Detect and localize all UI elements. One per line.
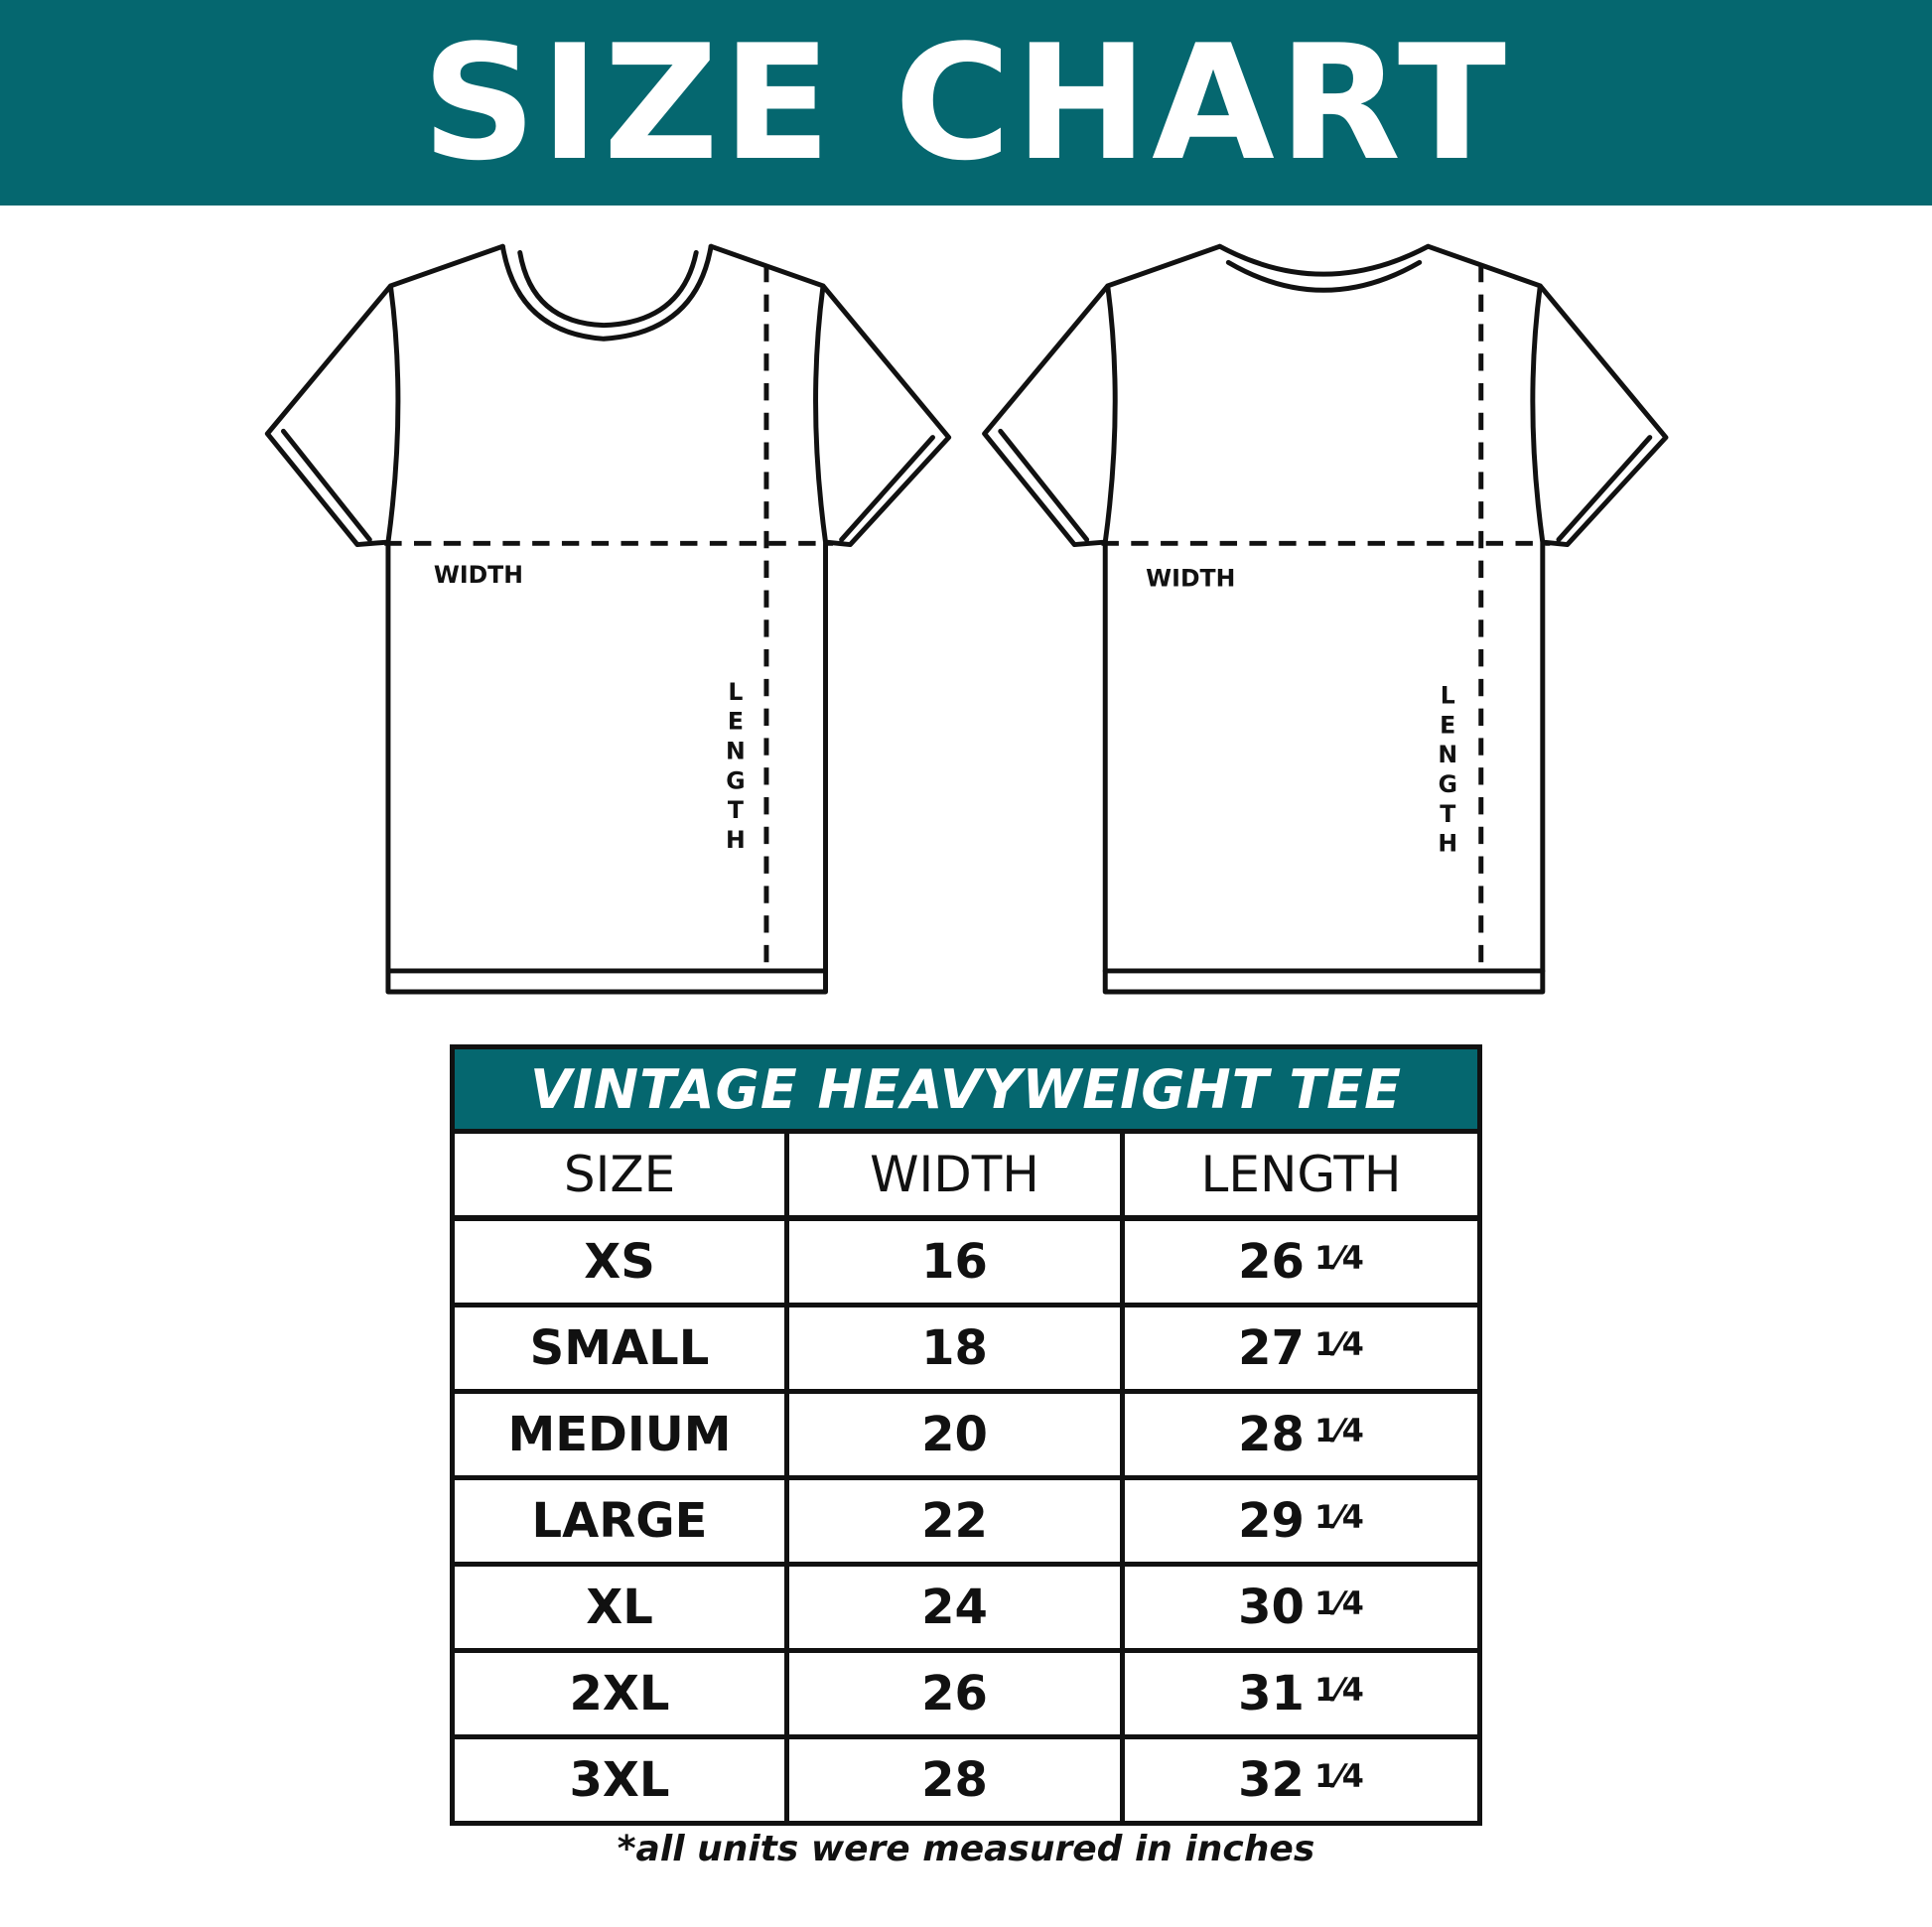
length-value: 29 <box>1238 1493 1305 1549</box>
table-row: 2XL 26 31 1⁄4 <box>455 1653 1477 1739</box>
length-fraction: 1⁄4 <box>1313 1584 1364 1622</box>
page-title: SIZE CHART <box>421 9 1511 196</box>
svg-text:L: L <box>728 678 743 706</box>
back-collar <box>1217 243 1431 293</box>
length-cell: 30 1⁄4 <box>1125 1567 1477 1648</box>
width-cell: 16 <box>789 1221 1125 1303</box>
table-header-row: SIZE WIDTH LENGTH <box>455 1134 1477 1221</box>
svg-text:N: N <box>726 737 746 764</box>
size-table: VINTAGE HEAVYWEIGHT TEE SIZE WIDTH LENGT… <box>450 1044 1482 1826</box>
table-row: 3XL 28 32 1⁄4 <box>455 1739 1477 1821</box>
size-cell: XL <box>455 1567 789 1648</box>
table-row: LARGE 22 29 1⁄4 <box>455 1480 1477 1567</box>
column-header-length: LENGTH <box>1200 1146 1402 1203</box>
front-shirt-diagram: WIDTH LENGTH <box>264 243 952 995</box>
svg-text:H: H <box>1438 830 1457 858</box>
length-fraction: 1⁄4 <box>1313 1671 1364 1709</box>
length-cell: 32 1⁄4 <box>1125 1739 1477 1821</box>
size-cell: 3XL <box>455 1739 789 1821</box>
footnote: *all units were measured in inches <box>617 1829 1315 1869</box>
length-fraction: 1⁄4 <box>1313 1325 1364 1363</box>
size-cell: 2XL <box>455 1653 789 1734</box>
length-value: 28 <box>1238 1407 1305 1462</box>
table-row: XS 16 26 1⁄4 <box>455 1221 1477 1308</box>
length-fraction: 1⁄4 <box>1313 1757 1364 1795</box>
length-cell: 28 1⁄4 <box>1125 1394 1477 1475</box>
width-cell: 20 <box>789 1394 1125 1475</box>
shirt-outline <box>982 243 1669 995</box>
width-label: WIDTH <box>434 561 523 589</box>
size-cell: XS <box>455 1221 789 1303</box>
shirt-seams <box>280 428 935 974</box>
svg-text:N: N <box>1438 741 1457 768</box>
table-row: MEDIUM 20 28 1⁄4 <box>455 1394 1477 1480</box>
length-label: LENGTH <box>1438 682 1457 858</box>
svg-text:T: T <box>728 796 744 824</box>
length-cell: 31 1⁄4 <box>1125 1653 1477 1734</box>
length-fraction: 1⁄4 <box>1313 1239 1364 1277</box>
length-label: LENGTH <box>726 678 746 854</box>
length-fraction: 1⁄4 <box>1313 1498 1364 1536</box>
size-cell: LARGE <box>455 1480 789 1562</box>
table-title: VINTAGE HEAVYWEIGHT TEE <box>455 1049 1477 1134</box>
size-cell: SMALL <box>455 1308 789 1389</box>
length-value: 31 <box>1238 1666 1305 1721</box>
width-cell: 26 <box>789 1653 1125 1734</box>
length-value: 27 <box>1238 1320 1305 1376</box>
column-header-width: WIDTH <box>789 1134 1125 1215</box>
length-cell: 26 1⁄4 <box>1125 1221 1477 1303</box>
front-collar <box>499 243 714 342</box>
column-header-size: SIZE <box>455 1134 789 1215</box>
width-cell: 28 <box>789 1739 1125 1821</box>
length-value: 26 <box>1238 1234 1305 1290</box>
length-cell: 27 1⁄4 <box>1125 1308 1477 1389</box>
size-cell: MEDIUM <box>455 1394 789 1475</box>
width-cell: 24 <box>789 1567 1125 1648</box>
width-label: WIDTH <box>1146 565 1235 593</box>
table-row: XL 24 30 1⁄4 <box>455 1567 1477 1653</box>
width-cell: 18 <box>789 1308 1125 1389</box>
svg-text:T: T <box>1440 800 1455 828</box>
table-row: SMALL 18 27 1⁄4 <box>455 1308 1477 1394</box>
svg-text:G: G <box>726 766 745 794</box>
shirt-outline <box>264 243 952 995</box>
length-value: 30 <box>1238 1580 1305 1635</box>
svg-text:L: L <box>1441 682 1455 710</box>
length-cell: 29 1⁄4 <box>1125 1480 1477 1562</box>
svg-text:G: G <box>1439 770 1457 798</box>
shirt-seams <box>998 428 1653 974</box>
header-banner: SIZE CHART <box>0 0 1932 206</box>
width-cell: 22 <box>789 1480 1125 1562</box>
svg-text:E: E <box>1440 711 1455 739</box>
length-fraction: 1⁄4 <box>1313 1412 1364 1449</box>
svg-text:E: E <box>728 708 744 736</box>
back-shirt-diagram: WIDTH LENGTH <box>982 243 1669 995</box>
svg-text:H: H <box>726 826 746 854</box>
length-value: 32 <box>1238 1752 1305 1808</box>
